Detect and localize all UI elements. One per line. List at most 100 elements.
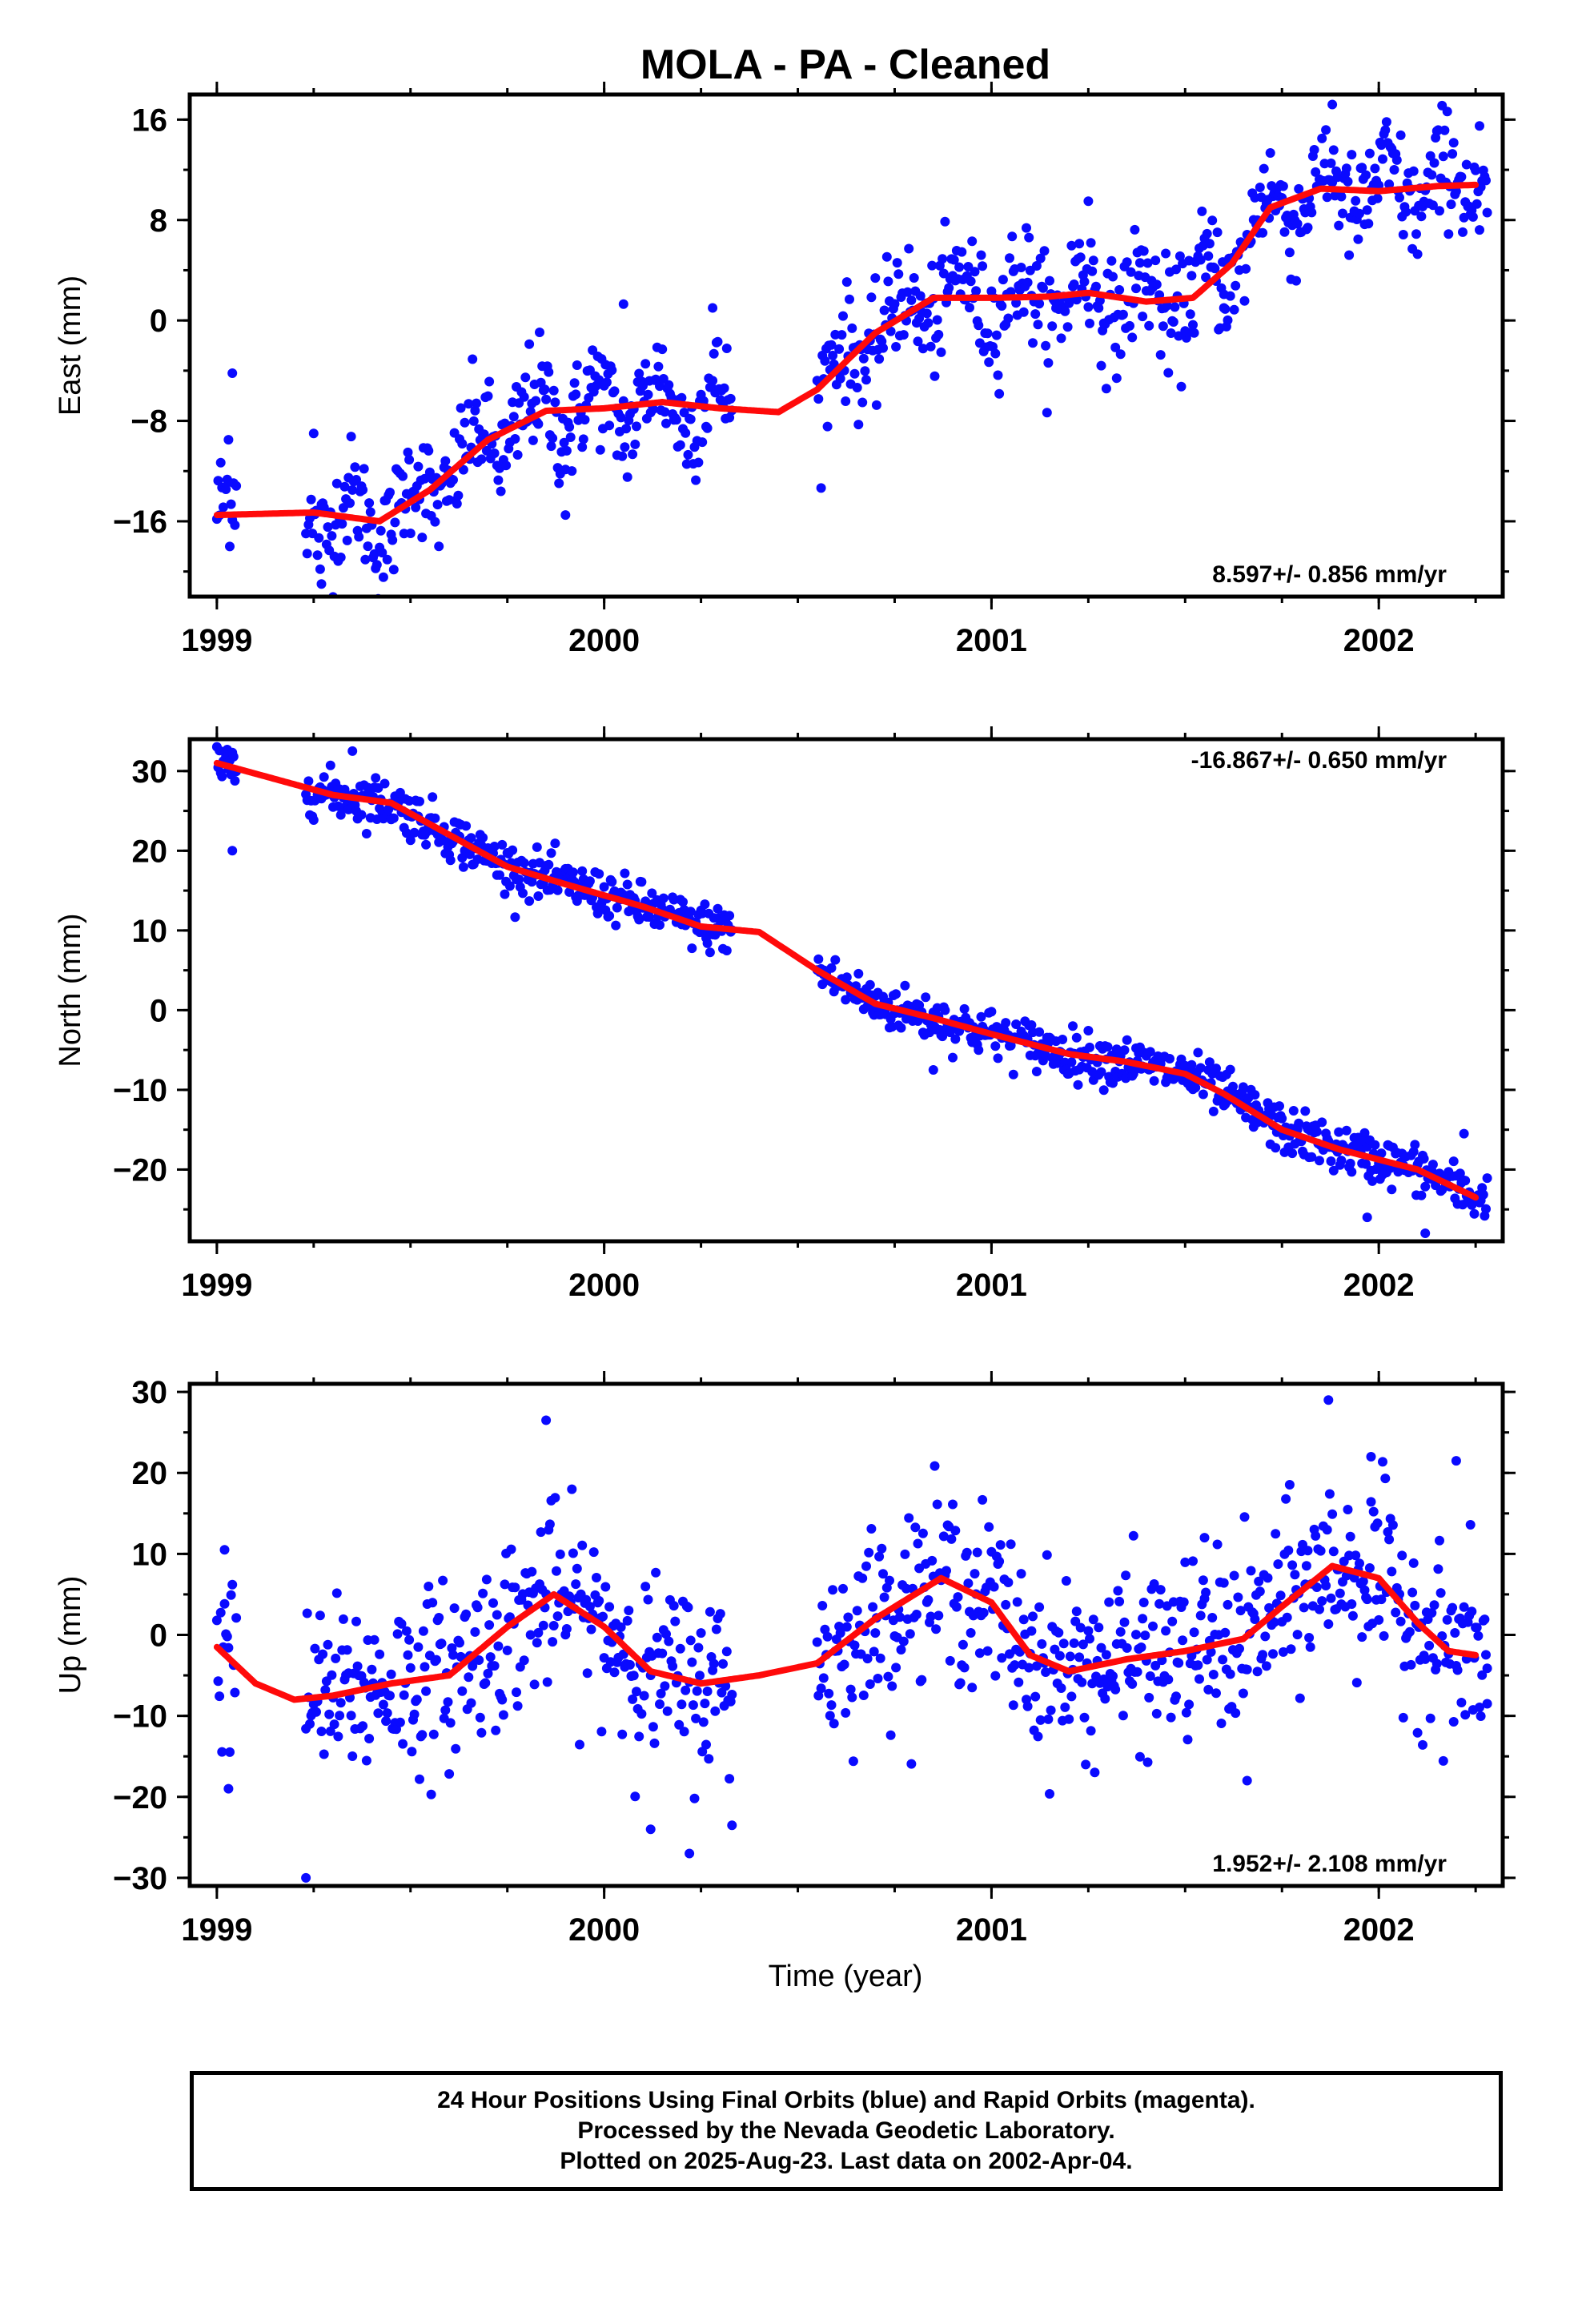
data-point <box>457 1686 468 1696</box>
data-point <box>670 1616 681 1626</box>
data-point <box>306 494 316 505</box>
data-point <box>468 354 478 364</box>
data-point <box>1037 1638 1047 1649</box>
data-point <box>622 1615 632 1626</box>
data-point <box>1341 163 1351 174</box>
data-point <box>500 1579 510 1590</box>
data-point <box>392 1629 403 1639</box>
data-point <box>868 1602 878 1612</box>
data-point <box>564 422 575 432</box>
data-point <box>464 399 474 409</box>
data-point <box>1171 1691 1181 1702</box>
data-point <box>1361 1159 1371 1169</box>
data-point <box>1066 240 1077 251</box>
data-point <box>354 532 364 542</box>
data-point <box>677 392 687 403</box>
data-point <box>1255 1586 1265 1597</box>
data-point <box>1311 1530 1321 1541</box>
data-point <box>445 855 456 866</box>
data-point <box>683 449 693 460</box>
data-point <box>371 773 381 783</box>
data-point <box>1088 1614 1098 1625</box>
data-point <box>327 531 337 541</box>
data-point <box>546 848 556 858</box>
data-point <box>1074 239 1085 249</box>
data-point <box>1204 239 1215 249</box>
data-point <box>1010 1660 1020 1671</box>
data-point <box>1041 340 1051 351</box>
data-point <box>1070 1616 1081 1626</box>
data-point <box>1225 1064 1235 1075</box>
data-point <box>1079 1712 1090 1723</box>
data-point <box>1408 166 1419 176</box>
x-tick-label: 1999 <box>181 1912 252 1948</box>
data-point <box>885 1575 894 1586</box>
data-point <box>640 359 651 369</box>
data-point <box>342 1645 352 1655</box>
data-point <box>432 500 443 510</box>
data-point <box>1303 1546 1313 1556</box>
data-point <box>1138 1614 1148 1624</box>
y-tick-label: 0 <box>150 304 167 339</box>
data-point <box>636 877 647 887</box>
data-point <box>524 339 535 349</box>
data-point <box>860 366 870 376</box>
data-point <box>1283 1546 1294 1555</box>
data-point <box>651 1567 661 1578</box>
data-point <box>865 1679 875 1689</box>
data-point <box>1429 1600 1439 1610</box>
data-point <box>1472 199 1482 209</box>
data-point <box>532 842 542 852</box>
data-point <box>1098 1085 1109 1096</box>
data-point <box>449 1603 460 1614</box>
data-point <box>976 250 986 260</box>
data-point <box>1238 1688 1248 1699</box>
data-point <box>572 360 582 370</box>
data-point <box>1366 1452 1376 1462</box>
data-point <box>215 746 225 756</box>
data-point <box>351 1616 361 1626</box>
data-point <box>489 1661 500 1671</box>
data-point <box>616 1622 626 1632</box>
data-point <box>896 1645 906 1655</box>
footer-line-2: Processed by the Nevada Geodetic Laborat… <box>577 2117 1115 2144</box>
data-point <box>622 879 632 890</box>
data-point <box>398 1739 408 1749</box>
data-point <box>524 896 535 907</box>
data-point <box>1271 1529 1281 1539</box>
data-point <box>1069 1638 1079 1648</box>
data-point <box>333 1731 343 1742</box>
data-point <box>1181 1707 1191 1718</box>
data-point <box>967 236 978 247</box>
data-point <box>675 1643 685 1654</box>
data-point <box>852 383 862 392</box>
data-point <box>865 979 875 990</box>
data-point <box>364 1734 375 1743</box>
data-point <box>227 368 238 378</box>
data-point <box>950 1034 961 1044</box>
data-point <box>953 1592 963 1602</box>
data-point <box>1275 1101 1284 1112</box>
data-point <box>984 357 994 368</box>
data-point <box>218 502 228 513</box>
data-point <box>1114 285 1125 295</box>
data-point <box>997 1653 1007 1663</box>
data-point <box>721 1681 731 1691</box>
data-point <box>479 429 489 440</box>
data-point <box>538 1620 548 1630</box>
data-point <box>989 1582 999 1592</box>
data-point <box>1207 1613 1218 1622</box>
data-point <box>1311 1582 1322 1592</box>
data-point <box>1481 1204 1491 1214</box>
data-point <box>1140 1630 1150 1641</box>
data-point <box>594 1595 604 1606</box>
data-point <box>904 1513 914 1523</box>
data-point <box>1380 1474 1391 1484</box>
data-point <box>1438 1755 1448 1766</box>
data-point <box>567 466 577 476</box>
trend-line <box>213 759 1480 1201</box>
data-point <box>913 1538 923 1549</box>
data-point <box>1410 1600 1420 1610</box>
data-point <box>1477 1670 1488 1680</box>
data-point <box>1376 1148 1387 1159</box>
